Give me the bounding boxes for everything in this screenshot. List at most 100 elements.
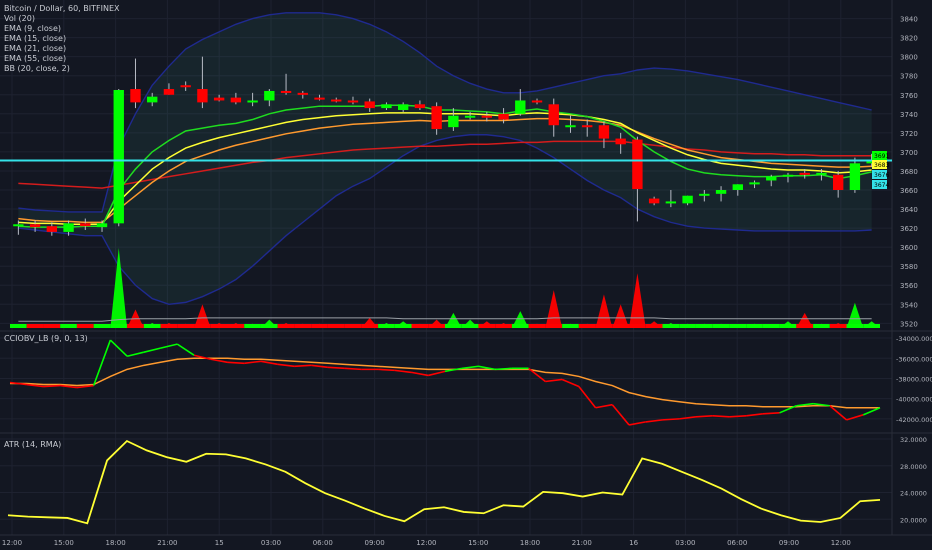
volume-base xyxy=(227,324,245,328)
cciobv-line-segment xyxy=(76,384,94,389)
cciobv-line-segment xyxy=(561,378,580,388)
cciobv-line-segment xyxy=(109,339,128,357)
cciobv-line-segment xyxy=(92,339,112,386)
volume-bar xyxy=(629,273,646,328)
main-legend: Bitcoin / Dollar, 60, BITFINEX Vol (20) … xyxy=(4,4,119,74)
time-tick-label: 21:00 xyxy=(572,539,592,547)
cciobv-line-segment xyxy=(478,365,496,371)
cciobv-line-segment xyxy=(645,419,663,423)
ema-line xyxy=(18,104,872,228)
volume-base xyxy=(110,324,128,328)
price-label-box xyxy=(872,170,887,179)
candle-body xyxy=(782,174,794,177)
volume-base xyxy=(361,324,379,328)
volume-base xyxy=(645,324,663,328)
volume-base xyxy=(43,324,61,328)
candle-body xyxy=(331,99,342,102)
volume-base xyxy=(679,324,696,328)
price-label: 3691 xyxy=(874,153,889,160)
volume-base xyxy=(60,324,77,328)
cciobv-line-segment xyxy=(662,418,680,421)
legend-symbol: Bitcoin / Dollar, 60, BITFINEX xyxy=(4,4,120,13)
volume-base xyxy=(729,324,747,328)
cciobv-line-segment xyxy=(277,363,295,368)
volume-base xyxy=(311,324,328,328)
price-tick-label: 3620 xyxy=(900,225,918,233)
candle-body xyxy=(197,89,208,103)
candle-body xyxy=(448,115,459,128)
cciobv-line-segment xyxy=(428,370,446,377)
cciobv-title: CCIOBV_LB (9, 0, 13) xyxy=(4,334,88,343)
volume-base xyxy=(695,324,713,328)
candle-body xyxy=(464,115,476,118)
cciobv-line-segment xyxy=(495,367,512,371)
cciobv-line-segment xyxy=(210,358,228,364)
volume-base xyxy=(411,324,429,328)
cciobv-line-segment xyxy=(746,413,763,417)
volume-base xyxy=(595,324,613,328)
price-label: 3676 xyxy=(874,172,889,179)
bb-lower-line xyxy=(18,134,872,305)
price-tick-label: 3820 xyxy=(900,35,918,43)
price-tick-label: 3640 xyxy=(900,206,918,214)
time-tick-label: 09:00 xyxy=(365,539,385,547)
time-tick-label: 21:00 xyxy=(157,539,177,547)
candle-body xyxy=(849,163,861,190)
volume-base xyxy=(746,324,763,328)
osc-tick-label: -42000.0000 xyxy=(896,416,932,424)
volume-bar xyxy=(511,311,529,328)
time-tick-label: 12:00 xyxy=(831,539,851,547)
price-label-box xyxy=(872,151,887,160)
cciobv-line-segment xyxy=(729,415,747,418)
candle-body xyxy=(598,125,610,139)
price-tick-label: 3680 xyxy=(900,168,918,176)
candle-body xyxy=(565,125,576,128)
time-tick-label: 12:00 xyxy=(416,539,436,547)
volume-base xyxy=(846,324,864,328)
cciobv-line-segment xyxy=(829,405,848,421)
candle-body xyxy=(431,106,442,130)
volume-bar xyxy=(846,302,864,328)
volume-base xyxy=(445,324,462,328)
price-tick-label: 3740 xyxy=(900,111,918,119)
cciobv-line-segment xyxy=(26,383,44,388)
cciobv-line-segment xyxy=(679,416,697,420)
ema-line xyxy=(18,140,872,189)
candle-body xyxy=(732,184,743,190)
price-tick-label: 3520 xyxy=(900,320,918,328)
volume-base xyxy=(829,324,847,328)
candle-body xyxy=(498,113,509,120)
cciobv-line-segment xyxy=(176,343,195,356)
volume-base xyxy=(762,324,780,328)
candle-body xyxy=(531,100,543,103)
cciobv-line-segment xyxy=(43,384,61,388)
time-tick-label: 16 xyxy=(629,539,638,547)
cciobv-line-segment xyxy=(695,415,713,418)
candle-body xyxy=(648,198,660,204)
price-label: 3683 xyxy=(874,162,889,169)
cciobv-line-segment xyxy=(227,361,245,365)
candle-body xyxy=(147,96,158,103)
cciobv-line-segment xyxy=(344,367,362,371)
candle-body xyxy=(682,195,693,204)
candle-body xyxy=(548,104,559,126)
price-tick-label: 3700 xyxy=(900,149,918,157)
legend-ema9: EMA (9, close) xyxy=(4,24,61,33)
price-tick-label: 3580 xyxy=(900,263,918,271)
volume-base xyxy=(76,324,94,328)
price-label: 3674 xyxy=(874,182,889,189)
cciobv-line-segment xyxy=(193,354,211,361)
cciobv-line-segment xyxy=(595,403,613,409)
cciobv-line-segment xyxy=(779,404,797,414)
atr-tick-label: 20.0000 xyxy=(900,516,927,524)
volume-base xyxy=(511,324,529,328)
candle-body xyxy=(297,92,308,95)
cciobv-line-segment xyxy=(160,343,178,349)
candle-body xyxy=(163,89,175,95)
volume-base xyxy=(244,324,261,328)
atr-title: ATR (14, RMA) xyxy=(4,440,62,449)
price-tick-label: 3780 xyxy=(900,73,918,81)
cciobv-signal-line xyxy=(10,357,880,409)
candle-body xyxy=(615,138,626,145)
